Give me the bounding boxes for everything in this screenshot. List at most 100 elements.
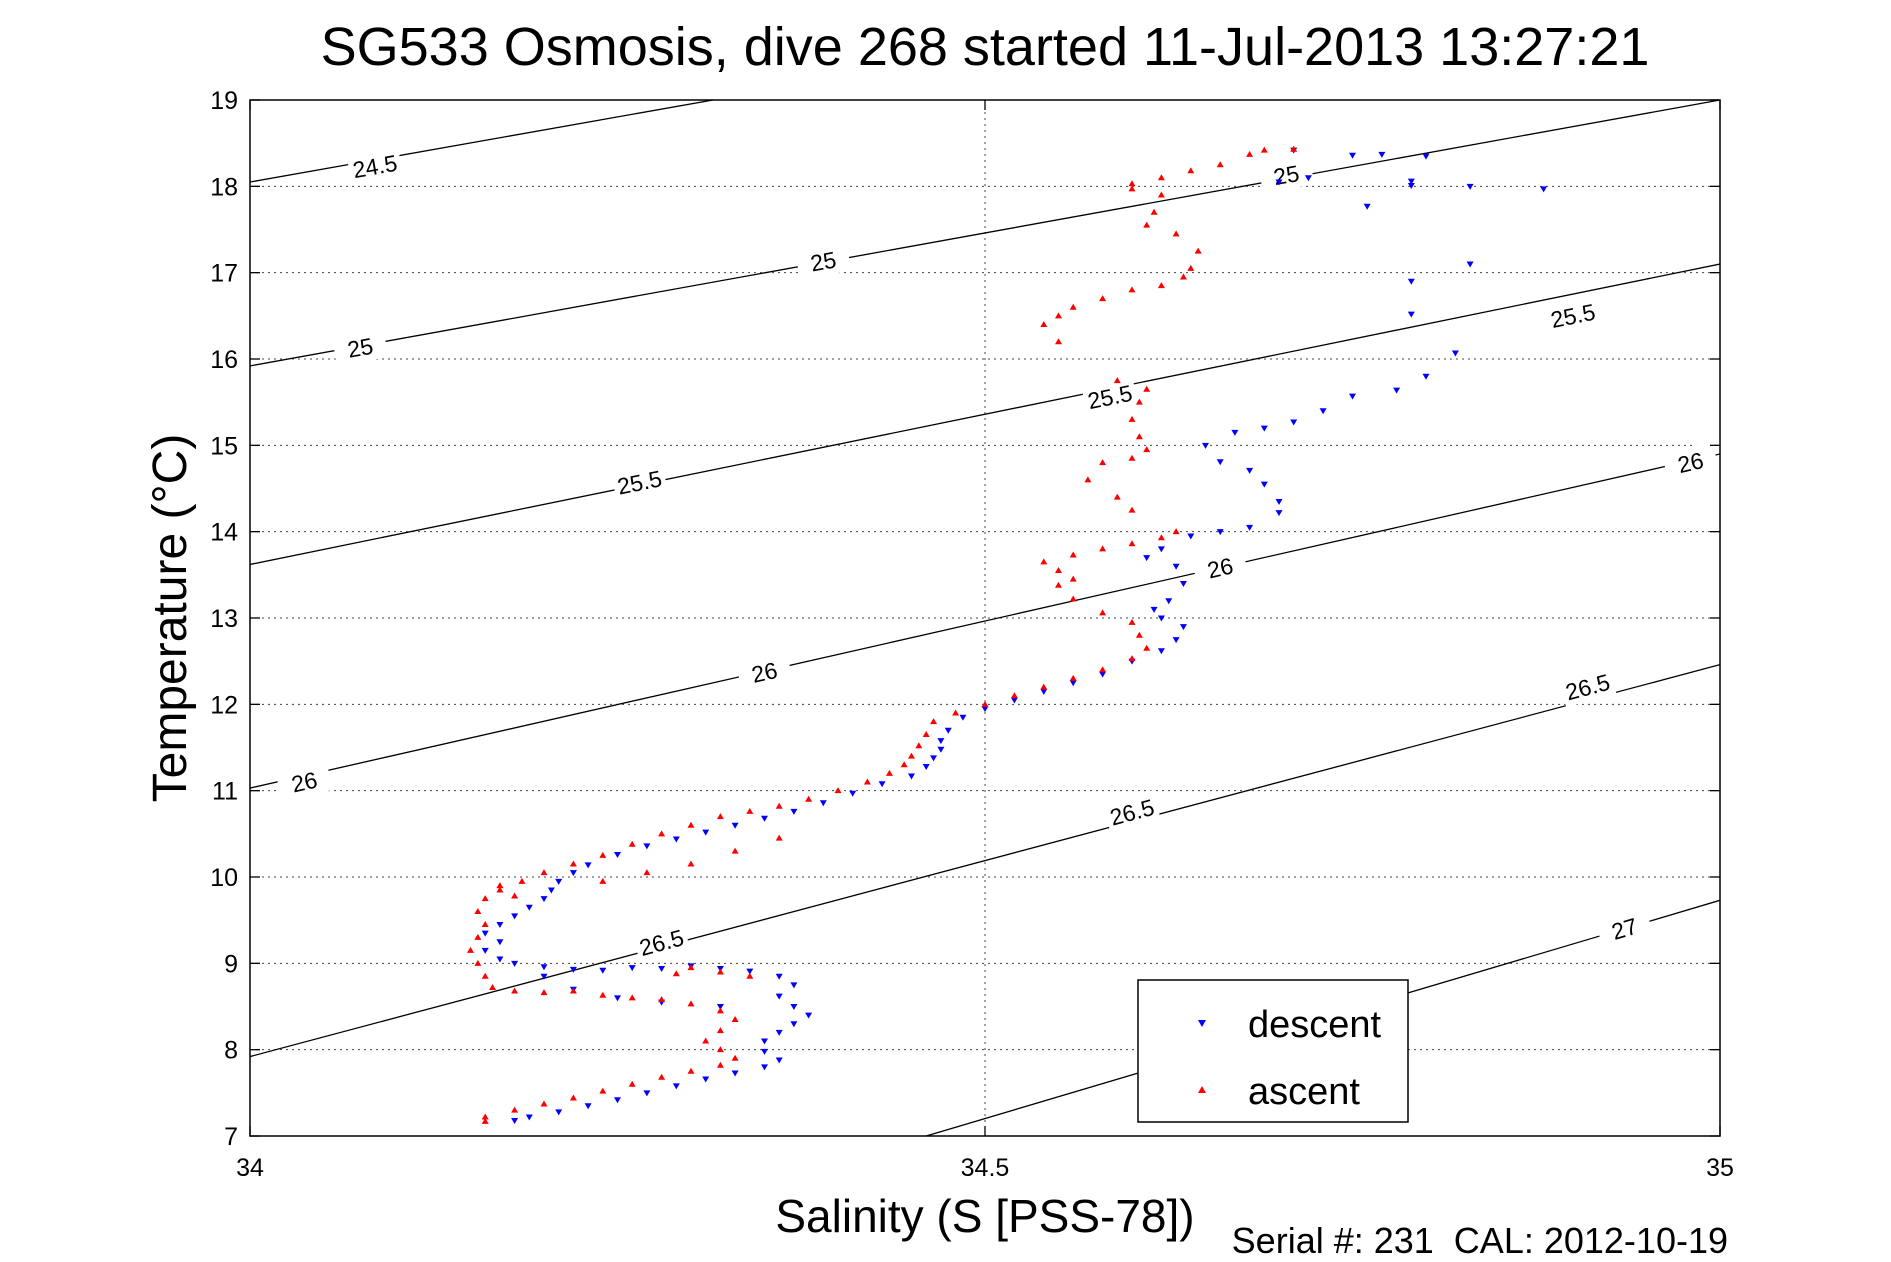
legend-marker-ascent [1198,1086,1206,1093]
contour-label-bg [1257,154,1315,194]
legend-box [1137,979,1409,1123]
ascent-point [643,869,651,876]
ascent-point [1150,208,1158,215]
descent-point [1349,152,1356,159]
descent-point [775,993,783,1000]
descent-point [937,738,945,745]
descent-point [731,822,739,829]
descent-point [540,973,548,980]
ascent-point [1172,230,1180,237]
descent-point [599,967,607,974]
ascent-point [518,877,526,884]
ascent-point [489,984,497,991]
descent-point [790,982,798,989]
contour-label: 25 [345,333,375,363]
descent-point [716,1004,724,1010]
ascent-point [481,972,489,979]
ascent-point [746,807,754,814]
ascent-point [599,1087,607,1094]
descent-point [1099,671,1107,678]
ascent-point [915,742,923,749]
ascent-point [540,989,548,996]
descent-point [1349,393,1356,400]
ascent-point [716,1061,724,1068]
y-tick-label: 17 [210,260,238,288]
ascent-point [1128,655,1136,662]
descent-point [1010,697,1018,704]
descent-point [1466,261,1474,268]
ascent-point [1157,191,1165,198]
descent-point [746,968,754,975]
chart-title: SG533 Osmosis, dive 268 started 11-Jul-2… [321,17,1650,77]
ascent-point [1290,145,1298,152]
descent-point [1216,459,1224,466]
contour-label-bg [794,241,852,280]
contour-label: 26 [1205,552,1236,583]
descent-point [496,939,504,946]
ascent-point [1246,150,1254,157]
ascent-point [511,892,519,899]
descent-point [937,746,945,753]
descent-point [1407,278,1415,285]
ascent-point [716,1027,724,1034]
descent-point [1407,311,1415,318]
legend-marker-descent [1198,1020,1206,1027]
ascent-point [481,1117,489,1124]
y-tick-label: 9 [224,950,238,978]
descent-point [849,790,857,797]
ascent-point [599,991,607,998]
descent-point [672,836,680,843]
descent-point [511,960,519,967]
descent-point [922,763,930,770]
ascent-point [930,718,938,725]
ascent-point [775,802,783,809]
y-tick-label: 13 [210,605,238,633]
contour-label-bg [1661,441,1720,483]
contour-label: 25 [1271,160,1301,190]
descent-point [1260,425,1268,432]
descent-point [805,1012,813,1019]
ascent-point [687,821,695,828]
descent-point [1157,546,1165,553]
ascent-point [863,778,871,785]
contour-label-bg [735,651,793,692]
ascent-point [1084,476,1092,483]
ascent-point [628,840,636,847]
x-tick-label: 34 [236,1154,264,1182]
ascent-point [1099,295,1107,302]
ascent-point [1187,264,1195,271]
ascent-point [805,795,813,802]
ascent-point [1055,338,1062,345]
ascent-point [1099,545,1107,552]
ascent-point [1172,528,1180,535]
descent-point [702,1076,710,1083]
ascent-point [1157,534,1165,541]
ascent-point [716,1007,724,1014]
descent-point [1407,182,1415,189]
contour-label-bg [610,461,668,502]
descent-point [1290,419,1298,426]
ascent-point [1135,433,1143,440]
descent-point [1407,178,1415,185]
y-tick-label: 19 [210,87,238,115]
legend: descent ascent [1137,979,1409,1123]
ascent-point [599,877,607,884]
ascent-point [474,959,482,966]
ascent-point [1135,631,1143,638]
x-tick-label: 35 [1706,1154,1734,1182]
descent-point [496,921,504,928]
ascent-point [731,1054,739,1061]
ascent-point [1113,493,1121,500]
ascent-point [658,830,666,837]
descent-point [1165,598,1173,605]
descent-point [790,1021,798,1028]
contour-line [250,100,714,183]
ascent-point [1040,683,1048,690]
ascent-point [716,1046,724,1053]
ascent-point [1179,273,1187,280]
ascent-point [1157,282,1165,289]
descent-point [1202,442,1209,449]
y-tick-label: 7 [224,1123,238,1151]
descent-point [790,808,798,815]
descent-point [1069,680,1077,687]
